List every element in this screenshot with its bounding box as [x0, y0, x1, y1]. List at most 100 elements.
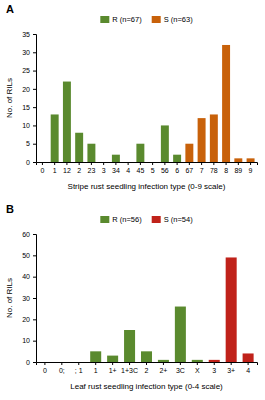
bar — [90, 362, 101, 363]
bar — [173, 162, 181, 163]
tick-mark — [33, 162, 36, 163]
tick-label: 78 — [210, 167, 218, 174]
bars — [51, 45, 255, 162]
tick-label: 34 — [112, 167, 120, 174]
tick: 78 — [210, 162, 218, 174]
tick-mark — [112, 362, 113, 365]
tick-mark — [33, 52, 36, 53]
tick-label: 1 — [53, 167, 57, 174]
tick-label: 2 — [77, 167, 81, 174]
tick-mark — [231, 362, 232, 365]
tick-label: 6 — [175, 167, 179, 174]
tick-label: 8 — [224, 167, 228, 174]
axis-line — [33, 35, 37, 163]
tick: 20 — [22, 316, 36, 323]
tick: 1 — [53, 162, 57, 174]
tick: 8 — [224, 162, 228, 174]
tick: 3 — [212, 362, 216, 374]
tick-mark — [78, 362, 79, 365]
tick: 89 — [234, 162, 242, 174]
tick-label: 10 — [22, 122, 30, 129]
tick-label: 0 — [26, 359, 30, 366]
bar — [73, 362, 84, 363]
tick: 25 — [22, 67, 36, 74]
tick-label: 4 — [246, 367, 250, 374]
tick-label: 2 — [145, 367, 149, 374]
tick-mark — [238, 162, 239, 165]
x-axis: 01122233344455566677788899 — [37, 162, 258, 174]
legend-swatch — [152, 16, 161, 23]
tick-label: 30 — [22, 295, 30, 302]
bar-series — [90, 307, 203, 362]
y-axis-title: No. of RILs — [5, 78, 14, 118]
bar — [112, 155, 120, 162]
legend: R (n=56)S (n=54) — [100, 215, 193, 224]
tick-mark — [140, 162, 141, 165]
tick-label: 89 — [234, 167, 242, 174]
bar — [107, 362, 118, 363]
tick-mark — [248, 362, 249, 365]
tick-mark — [33, 89, 36, 90]
tick: 45 — [136, 162, 144, 174]
tick: 56 — [161, 162, 169, 174]
tick: 15 — [22, 104, 36, 111]
tick: 1+3C — [121, 362, 138, 374]
tick: 0; — [59, 362, 65, 374]
tick-label: 1+3C — [121, 367, 138, 374]
bar — [63, 162, 71, 163]
x-axis-title: Stripe rust seedling infection type (0-9… — [68, 182, 226, 191]
tick-mark — [201, 162, 202, 165]
legend-swatch — [100, 16, 109, 23]
tick-label: 5 — [26, 140, 30, 147]
tick-mark — [115, 162, 116, 165]
bar — [38, 162, 46, 163]
tick: 30 — [22, 49, 36, 56]
axis-line — [37, 163, 258, 166]
tick-mark — [226, 162, 227, 165]
y-axis-title: No. of RILs — [5, 278, 14, 318]
bar-series — [51, 82, 181, 162]
tick-mark — [33, 277, 36, 278]
tick: 30 — [22, 295, 36, 302]
bar — [226, 257, 237, 362]
tick: 4 — [126, 162, 130, 174]
bar — [192, 362, 203, 363]
tick: 50 — [22, 252, 36, 259]
bar — [124, 162, 132, 163]
tick: 5 — [26, 140, 36, 147]
bar — [73, 362, 84, 363]
bar — [56, 362, 67, 363]
tick: ; 1 — [75, 362, 83, 374]
tick: 12 — [63, 162, 71, 174]
tick-mark — [44, 362, 45, 365]
bar — [243, 353, 254, 362]
tick-mark — [33, 298, 36, 299]
bar — [192, 360, 203, 362]
bar — [247, 158, 255, 162]
legend-label: R (n=67) — [112, 15, 142, 24]
bar — [161, 125, 169, 162]
bar — [39, 362, 50, 363]
legend-label: S (n=63) — [164, 15, 193, 24]
tick-label: 56 — [161, 167, 169, 174]
title: A — [6, 3, 14, 15]
bar — [198, 118, 206, 162]
tick-label: 1 — [94, 367, 98, 374]
tick-label: 30 — [22, 49, 30, 56]
tick-mark — [33, 234, 36, 235]
tick-label: 60 — [22, 231, 30, 238]
tick-mark — [214, 362, 215, 365]
tick: 60 — [22, 231, 36, 238]
bar — [136, 144, 144, 162]
tick-mark — [33, 71, 36, 72]
legend-item: R (n=56) — [100, 215, 142, 224]
tick-mark — [152, 162, 153, 165]
panel: 010203040506000;; 111+1+3C22+3CX33+4Leaf… — [5, 203, 258, 391]
bar — [75, 133, 83, 162]
tick-label: 7 — [200, 167, 204, 174]
bar — [100, 162, 108, 163]
tick-mark — [61, 362, 62, 365]
bar — [161, 162, 169, 163]
tick-label: 4 — [126, 167, 130, 174]
tick: 10 — [22, 337, 36, 344]
